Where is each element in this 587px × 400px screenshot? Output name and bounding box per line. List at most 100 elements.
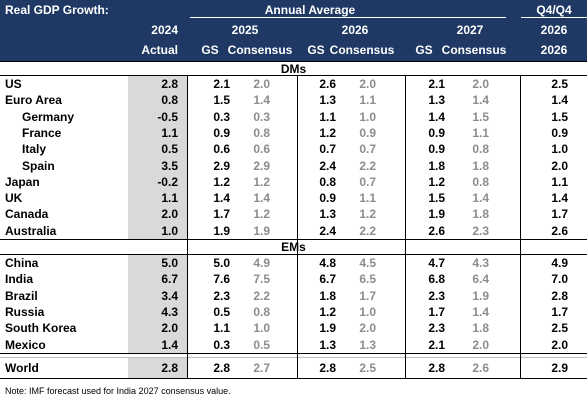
cell-actual: 6.7 — [161, 272, 178, 287]
country-label: France — [22, 125, 62, 140]
table-row: South Korea 2.0 1.1 1.0 1.9 2.0 2.3 1.8 2.5 — [0, 320, 587, 337]
cell-q4: 2.0 — [551, 158, 568, 173]
cell-q4: 1.7 — [551, 304, 568, 319]
cell-gs27: 1.4 — [428, 109, 445, 124]
col-gs-2025: GS — [201, 43, 219, 57]
cell-con26: 0.7 — [359, 142, 376, 157]
cell-gs26: 6.7 — [319, 272, 336, 287]
cell-actual: -0.2 — [157, 174, 178, 189]
cell-gs25: 2.9 — [213, 158, 230, 173]
year-2026-q4: 2026 — [540, 23, 568, 37]
cell-actual: 1.1 — [161, 191, 178, 206]
cell-q4: 1.1 — [551, 174, 568, 189]
table-row: China 5.0 5.0 4.9 4.8 4.5 4.7 4.3 4.9 — [0, 255, 587, 272]
cell-con26: 0.7 — [359, 174, 376, 189]
cell-con26: 2.0 — [359, 321, 376, 336]
country-label: South Korea — [5, 321, 77, 336]
cell-con27: 1.8 — [472, 158, 489, 173]
cell-gs25: 0.3 — [213, 337, 230, 352]
table-row: Australia 1.0 1.9 1.9 2.4 2.2 2.6 2.3 2.6 — [0, 223, 587, 240]
cell-q4: 2.9 — [551, 361, 568, 375]
cell-gs27: 2.1 — [428, 77, 445, 91]
table-row: UK 1.1 1.4 1.4 0.9 1.1 1.5 1.4 1.4 — [0, 190, 587, 207]
cell-gs26: 0.7 — [319, 142, 336, 157]
cell-con25: 1.4 — [253, 93, 270, 108]
cell-con26: 2.2 — [359, 223, 376, 238]
cell-con26: 1.3 — [359, 337, 376, 352]
cell-gs27: 2.1 — [428, 337, 445, 352]
cell-gs26: 1.3 — [319, 337, 336, 352]
cell-gs27: 1.5 — [428, 191, 445, 206]
cell-gs25: 2.3 — [213, 288, 230, 303]
cell-gs27: 2.3 — [428, 321, 445, 336]
cell-gs25: 0.5 — [213, 304, 230, 319]
cell-actual: 3.4 — [161, 288, 178, 303]
cell-gs25: 2.8 — [213, 361, 230, 375]
col-consensus-2025: Consensus — [227, 43, 293, 57]
country-label: Russia — [5, 304, 45, 319]
cell-gs27: 6.8 — [428, 272, 445, 287]
cell-gs26: 2.6 — [319, 77, 336, 91]
footnote: Note: IMF forecast used for India 2027 c… — [5, 386, 231, 396]
cell-con26: 2.5 — [359, 361, 376, 375]
cell-con25: 1.4 — [253, 191, 270, 206]
cell-con25: 2.9 — [253, 158, 270, 173]
cell-gs27: 4.7 — [428, 256, 445, 270]
cell-gs25: 1.9 — [213, 223, 230, 238]
year-2025: 2025 — [231, 23, 259, 37]
cell-con25: 7.5 — [253, 272, 270, 287]
cell-con25: 0.8 — [253, 125, 270, 140]
cell-q4: 1.4 — [551, 93, 568, 108]
cell-con25: 0.3 — [253, 109, 270, 124]
cell-con25: 2.0 — [253, 77, 270, 91]
cell-gs26: 1.1 — [319, 109, 336, 124]
actual-shade-em — [128, 255, 187, 353]
cell-con27: 1.4 — [472, 191, 489, 206]
cell-q4: 1.4 — [551, 191, 568, 206]
cell-actual: 0.8 — [161, 93, 178, 108]
cell-actual: 2.0 — [161, 321, 178, 336]
cell-con27: 4.3 — [472, 256, 489, 270]
cell-gs25: 1.4 — [213, 191, 230, 206]
cell-gs27: 2.8 — [428, 361, 445, 375]
country-label: Australia — [5, 223, 57, 238]
cell-gs26: 0.9 — [319, 191, 336, 206]
cell-gs26: 4.8 — [319, 256, 336, 270]
cell-con26: 1.0 — [359, 109, 376, 124]
table-row: India 6.7 7.6 7.5 6.7 6.5 6.8 6.4 7.0 — [0, 271, 587, 288]
table-row: US 2.8 2.1 2.0 2.6 2.0 2.1 2.0 2.5 — [0, 76, 587, 93]
country-label: Mexico — [5, 337, 46, 352]
cell-actual: 0.5 — [161, 142, 178, 157]
country-label: UK — [5, 191, 23, 206]
rule-world-top-2 — [0, 357, 587, 358]
cell-q4: 0.9 — [551, 125, 568, 140]
cell-con25: 0.5 — [253, 337, 270, 352]
table-row: Russia 4.3 0.5 0.8 1.2 1.0 1.7 1.4 1.7 — [0, 304, 587, 321]
table-header: Real GDP Growth: Annual Average Q4/Q4 20… — [0, 0, 587, 61]
cell-con27: 1.4 — [472, 93, 489, 108]
cell-gs26: 0.8 — [319, 174, 336, 189]
table-row: Germany -0.5 0.3 0.3 1.1 1.0 1.4 1.5 1.5 — [0, 109, 587, 126]
cell-gs26: 1.9 — [319, 321, 336, 336]
col-gs-2026: GS — [307, 43, 325, 57]
country-label: Canada — [5, 207, 49, 222]
cell-con25: 1.9 — [253, 223, 270, 238]
cell-gs26: 1.2 — [319, 125, 336, 140]
cell-con27: 6.4 — [472, 272, 489, 287]
rule-dms-bottom — [0, 75, 587, 76]
year-2024: 2024 — [151, 23, 178, 37]
cell-gs25: 2.1 — [213, 77, 230, 91]
cell-con26: 2.0 — [359, 77, 376, 91]
cell-q4: 2.6 — [551, 223, 568, 238]
cell-con26: 1.1 — [359, 191, 376, 206]
table-row: Japan -0.2 1.2 1.2 0.8 0.7 1.2 0.8 1.1 — [0, 174, 587, 191]
cell-con25: 0.8 — [253, 304, 270, 319]
cell-con25: 1.2 — [253, 207, 270, 222]
cell-con26: 1.1 — [359, 93, 376, 108]
table-row: Spain 3.5 2.9 2.9 2.4 2.2 1.8 1.8 2.0 — [0, 158, 587, 175]
col-consensus-2026: Consensus — [329, 43, 395, 57]
cell-q4: 2.5 — [551, 321, 568, 336]
country-label: World — [5, 361, 39, 375]
cell-actual: 1.0 — [161, 223, 178, 238]
